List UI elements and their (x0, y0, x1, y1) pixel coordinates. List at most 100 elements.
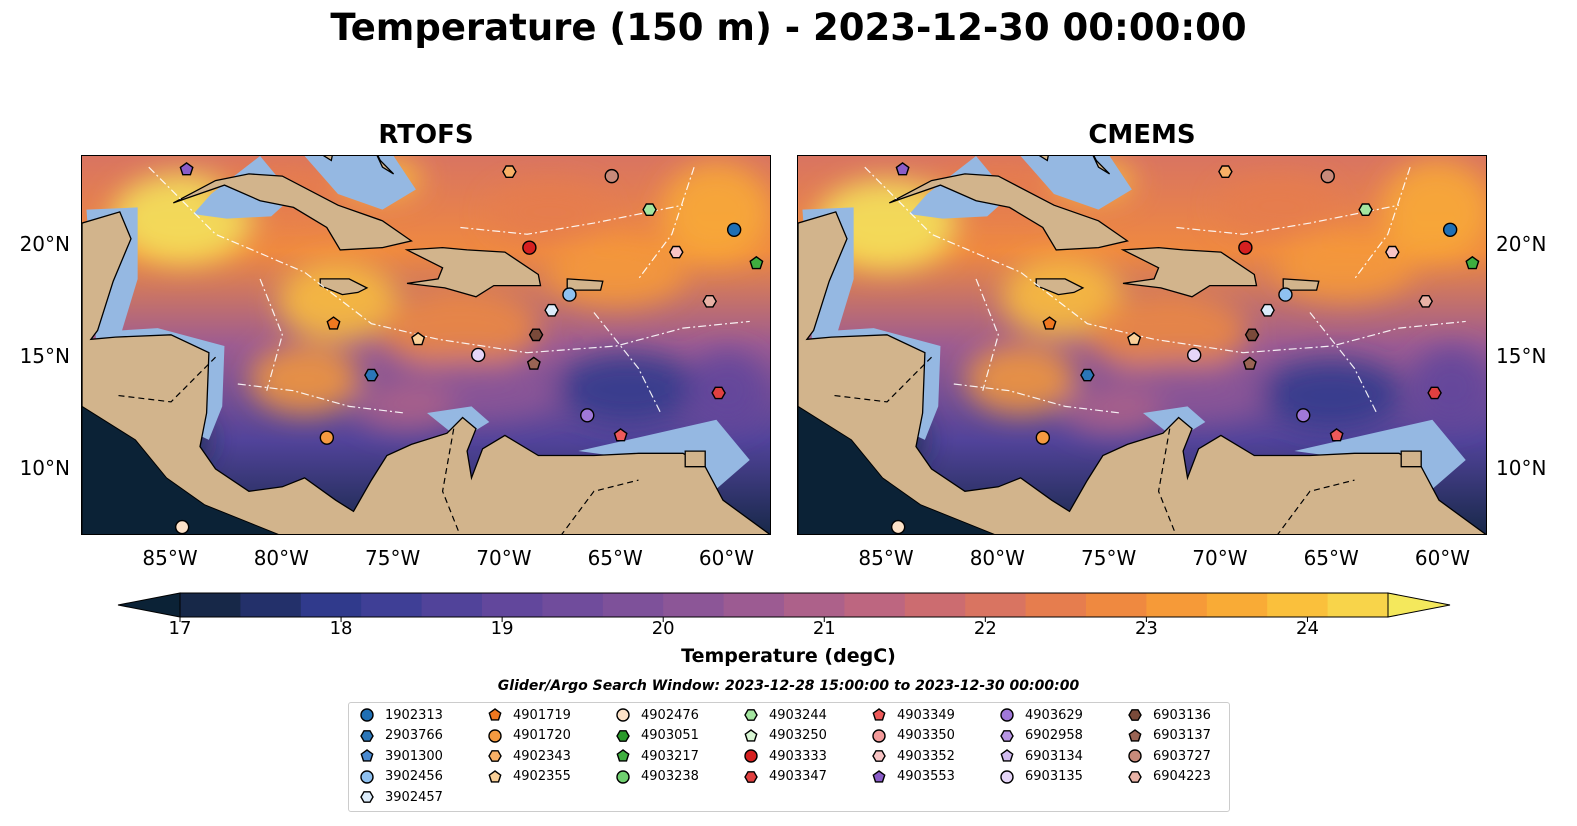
float-marker-6903135 (470, 347, 486, 363)
lat-tick-label-right: 10°N (1496, 455, 1547, 480)
circle-marker-icon (872, 728, 886, 743)
legend-label: 3902456 (385, 769, 443, 784)
lon-tick-label: 75°W (364, 546, 421, 570)
pentagon-marker-icon (1128, 728, 1142, 742)
legend-item-6904223: 6904223 (1127, 768, 1211, 786)
colorbar-tick-label: 21 (812, 618, 836, 639)
float-marker-4903333 (522, 240, 537, 255)
circle-marker-icon (360, 769, 374, 784)
float-marker-4901719 (326, 316, 341, 330)
lon-tick-label: 65°W (587, 546, 643, 570)
legend-item-4903250: 4903250 (743, 727, 827, 745)
colorbar-segment (663, 593, 725, 617)
legend-label: 6902958 (1025, 728, 1083, 743)
circle-marker-icon (1128, 749, 1142, 763)
legend-label: 4903244 (769, 707, 827, 723)
float-marker-3902456 (562, 287, 577, 302)
circle-marker-icon (744, 749, 758, 763)
pentagon-marker-icon (488, 769, 502, 783)
legend-label: 4901720 (513, 728, 571, 743)
colorbar-tick-label: 19 (490, 618, 514, 639)
colorbar-segment (1206, 593, 1268, 617)
float-marker-6904223 (702, 294, 718, 308)
legend-item-4903349: 4903349 (871, 706, 955, 724)
float-marker-1902313 (1442, 222, 1458, 237)
cmems-map (797, 155, 1487, 535)
float-marker-4903349 (1329, 428, 1344, 442)
colorbar-tick-label: 24 (1296, 618, 1319, 639)
colorbar-tick-label: 18 (329, 618, 353, 639)
float-marker-4901720 (1035, 430, 1051, 445)
float-marker-6903135 (1186, 347, 1202, 363)
rtofs-map (81, 155, 771, 535)
pentagon-marker-icon (744, 728, 758, 742)
legend-item-4903629: 4903629 (999, 706, 1083, 724)
legend-label: 4902476 (641, 707, 699, 723)
legend-item-4903350: 4903350 (871, 727, 955, 745)
legend-item-6903134: 6903134 (999, 747, 1083, 765)
pentagon-marker-icon (616, 749, 630, 762)
lat-tick-label-left: 15°N (19, 344, 70, 369)
lon-tick-label: 85°W (858, 546, 914, 570)
lon-tick-label: 60°W (1414, 546, 1471, 570)
colorbar-segment (602, 593, 664, 617)
colorbar-label: Temperature (degC) (681, 645, 896, 667)
colorbar-segment (421, 593, 483, 617)
float-marker-2903766 (1080, 368, 1095, 382)
hexagon-marker-icon (1128, 709, 1142, 721)
pentagon-marker-icon (872, 708, 886, 721)
legend-label: 3901300 (385, 748, 443, 764)
float-marker-6903137 (1242, 356, 1257, 370)
legend-item-4902355: 4902355 (487, 768, 571, 786)
float-marker-1902313 (726, 222, 742, 237)
colorbar-tick-label: 20 (651, 618, 675, 639)
float-marker-4903629 (580, 408, 595, 423)
circle-marker-icon (360, 708, 374, 722)
legend-item-4902476: 4902476 (615, 706, 699, 724)
lon-tick-label: 80°W (969, 546, 1025, 570)
colorbar-segment (1146, 593, 1208, 617)
legend-item-6903135: 6903135 (999, 768, 1083, 786)
legend-item-3902456: 3902456 (359, 768, 443, 786)
legend-label: 6903134 (1025, 748, 1083, 764)
legend-item-4903553: 4903553 (871, 768, 955, 786)
float-legend: 1902313 2903766 3901300 3902456 3902457 49017… (348, 702, 1230, 812)
float-marker-2903766 (364, 368, 379, 382)
float-marker-3902457 (1260, 303, 1275, 317)
float-marker-4903217 (1465, 255, 1480, 270)
circle-marker-icon (616, 708, 630, 722)
lon-tick-label: 75°W (1080, 546, 1137, 570)
float-marker-4903352 (668, 245, 684, 259)
legend-item-4902343: 4902343 (487, 747, 571, 765)
float-marker-4901720 (319, 430, 335, 445)
float-marker-6904223 (1418, 294, 1434, 308)
legend-label: 4903350 (897, 728, 955, 743)
float-marker-3902457 (544, 303, 559, 317)
legend-item-2903766: 2903766 (359, 727, 443, 745)
circle-marker-icon (616, 769, 630, 784)
colorbar-segment (965, 593, 1027, 617)
figure-title: Temperature (150 m) - 2023-12-30 00:00:0… (330, 6, 1247, 49)
float-marker-4903347 (711, 386, 726, 400)
colorbar-segment (361, 593, 423, 617)
float-marker-4902476 (174, 519, 190, 534)
colorbar-segment (180, 593, 241, 617)
lat-tick-label-right: 15°N (1496, 344, 1547, 369)
lon-tick-label: 70°W (1192, 546, 1248, 570)
legend-item-4903051: 4903051 (615, 727, 699, 745)
hexagon-marker-icon (360, 729, 374, 742)
float-marker-4903553 (179, 162, 194, 176)
legend-label: 4901719 (513, 707, 571, 723)
legend-item-4901720: 4901720 (487, 727, 571, 745)
pentagon-marker-icon (872, 769, 886, 783)
colorbar-segment (1327, 593, 1389, 617)
hexagon-marker-icon (616, 729, 630, 742)
hexagon-marker-icon (360, 791, 374, 803)
colorbar-segment (844, 593, 906, 617)
legend-item-6902958: 6902958 (999, 727, 1083, 745)
float-marker-4903553 (895, 162, 910, 176)
hexagon-marker-icon (744, 709, 758, 721)
lon-tick-label: 65°W (1303, 546, 1359, 570)
legend-item-4903352: 4903352 (871, 747, 955, 765)
legend-label: 6903727 (1153, 748, 1211, 764)
